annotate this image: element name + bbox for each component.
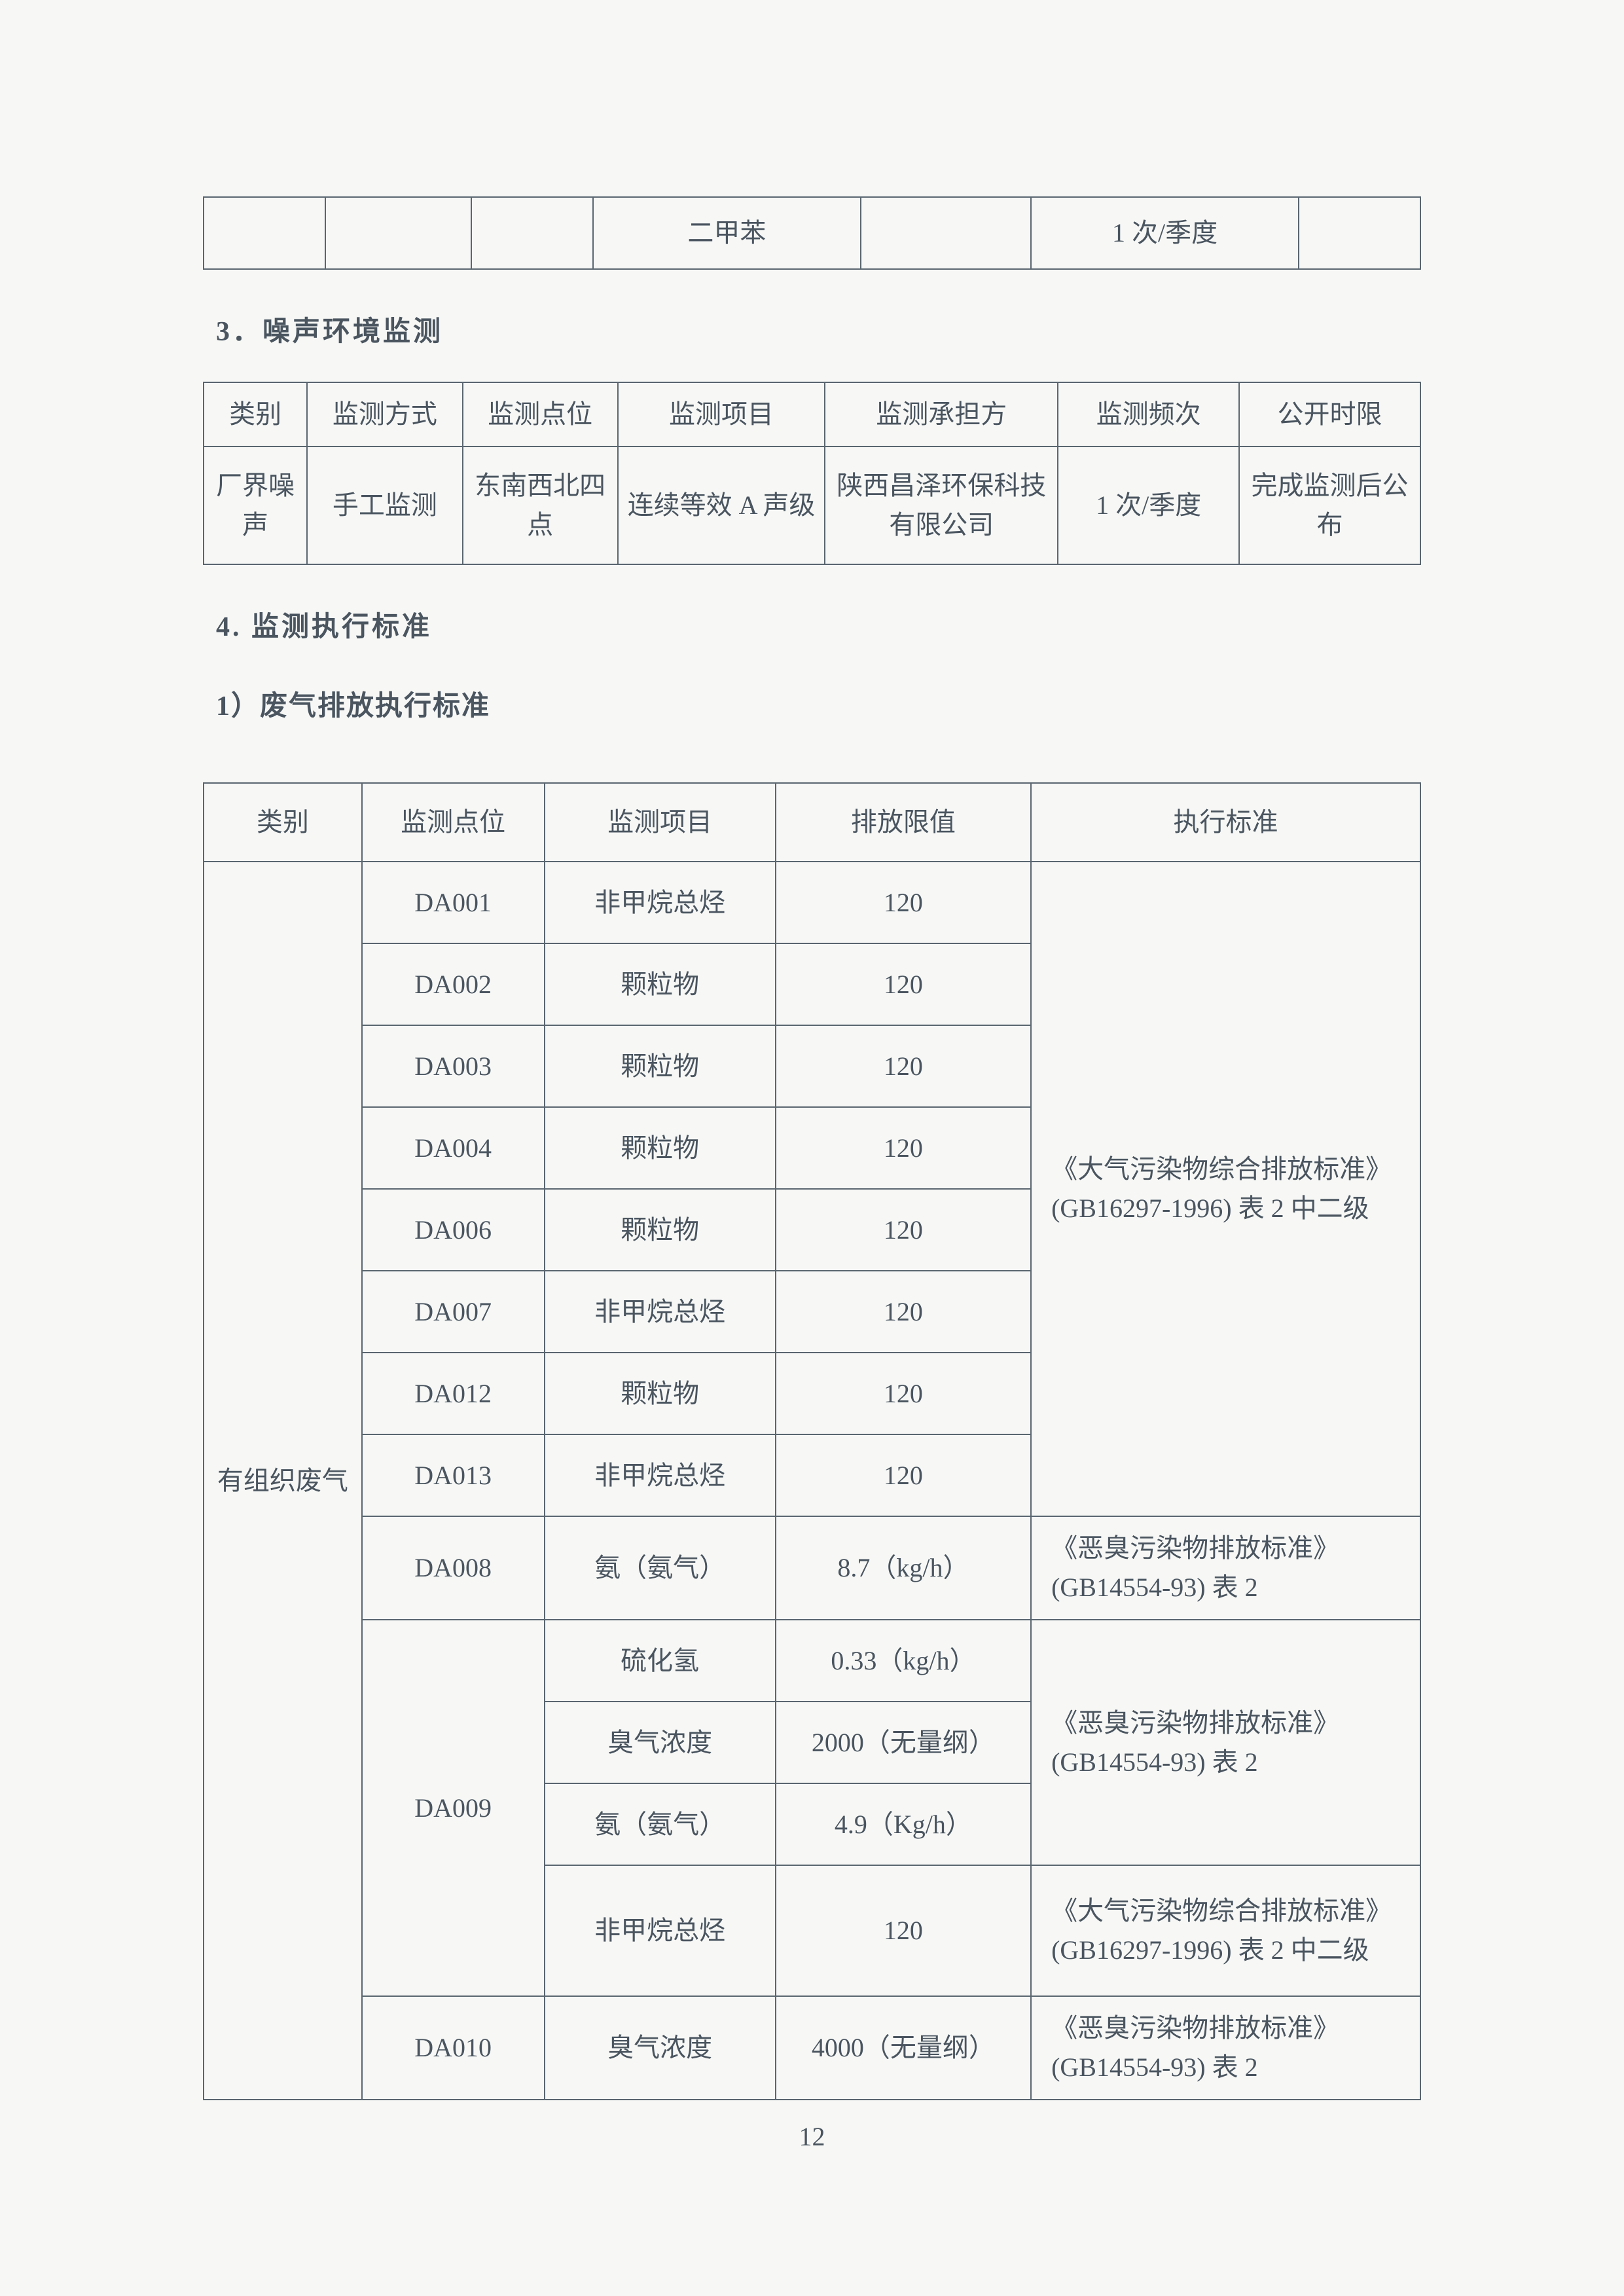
emission-table: 类别 监测点位 监测项目 排放限值 执行标准 有组织废气 DA001 非甲烷总烃… [203,782,1421,2100]
cell-empty [1299,197,1420,269]
cell-limit: 120 [776,943,1031,1025]
cell-item: 颗粒物 [545,943,776,1025]
cell-limit: 4.9（Kg/h） [776,1783,1031,1865]
cell-standard: 《大气污染物综合排放标准》(GB16297-1996) 表 2 中二级 [1031,862,1420,1516]
cell-point: DA001 [362,862,545,943]
cell-limit: 2000（无量纲） [776,1702,1031,1783]
table-row: 厂界噪声 手工监测 东南西北四点 连续等效 A 声级 陕西昌泽环保科技有限公司 … [204,446,1420,564]
table-header-row: 类别 监测方式 监测点位 监测项目 监测承担方 监测频次 公开时限 [204,382,1420,446]
cell-item: 连续等效 A 声级 [618,446,825,564]
cell-category: 厂界噪声 [204,446,307,564]
section4-sub1: 1）废气排放执行标准 [216,683,1421,723]
top-partial-table: 二甲苯 1 次/季度 [203,196,1421,270]
cell-limit: 4000（无量纲） [776,1996,1031,2100]
cell-limit: 0.33（kg/h） [776,1620,1031,1702]
col-disclosure: 公开时限 [1239,382,1420,446]
cell-item: 氨（氨气） [545,1783,776,1865]
cell-point: DA010 [362,1996,545,2100]
cell-point: 东南西北四点 [463,446,618,564]
cell-standard: 《恶臭污染物排放标准》(GB14554-93) 表 2 [1031,1996,1420,2100]
cell-method: 手工监测 [307,446,462,564]
cell-limit: 120 [776,1025,1031,1107]
cell-point: DA004 [362,1107,545,1189]
table-row: 有组织废气 DA001 非甲烷总烃 120 《大气污染物综合排放标准》(GB16… [204,862,1420,943]
table-row: 二甲苯 1 次/季度 [204,197,1420,269]
cell-item: 非甲烷总烃 [545,1865,776,1996]
cell-item: 颗粒物 [545,1353,776,1434]
cell-empty [325,197,471,269]
col-limit: 排放限值 [776,783,1031,862]
cell-point: DA003 [362,1025,545,1107]
cell-limit: 120 [776,1353,1031,1434]
cell-point: DA008 [362,1516,545,1620]
cell-item: 非甲烷总烃 [545,1271,776,1353]
cell-empty [471,197,593,269]
col-entity: 监测承担方 [825,382,1058,446]
cell-point: DA013 [362,1434,545,1516]
cell-item: 颗粒物 [545,1025,776,1107]
cell-freq: 1 次/季度 [1058,446,1239,564]
cell-freq: 1 次/季度 [1031,197,1299,269]
col-category: 类别 [204,783,362,862]
noise-table: 类别 监测方式 监测点位 监测项目 监测承担方 监测频次 公开时限 厂界噪声 手… [203,382,1421,565]
cell-limit: 120 [776,862,1031,943]
cell-standard: 《恶臭污染物排放标准》(GB14554-93) 表 2 [1031,1516,1420,1620]
cell-item: 颗粒物 [545,1107,776,1189]
cell-limit: 120 [776,1865,1031,1996]
col-point: 监测点位 [463,382,618,446]
section3-heading: 3．噪声环境监测 [216,309,1421,349]
col-point: 监测点位 [362,783,545,862]
cell-point: DA006 [362,1189,545,1271]
cell-empty [204,197,325,269]
table-row: DA010 臭气浓度 4000（无量纲） 《恶臭污染物排放标准》(GB14554… [204,1996,1420,2100]
cell-limit: 120 [776,1434,1031,1516]
cell-item: 非甲烷总烃 [545,862,776,943]
table-row: DA009 硫化氢 0.33（kg/h） 《恶臭污染物排放标准》(GB14554… [204,1620,1420,1702]
cell-item: 硫化氢 [545,1620,776,1702]
cell-item: 颗粒物 [545,1189,776,1271]
section4-heading: 4. 监测执行标准 [216,604,1421,644]
col-category: 类别 [204,382,307,446]
cell-item: 非甲烷总烃 [545,1434,776,1516]
cell-standard: 《恶臭污染物排放标准》(GB14554-93) 表 2 [1031,1620,1420,1865]
cell-limit: 120 [776,1189,1031,1271]
page-content: 二甲苯 1 次/季度 3．噪声环境监测 类别 监测方式 监测点位 监测项目 监测… [203,196,1421,2100]
cell-point: DA002 [362,943,545,1025]
cell-limit: 120 [776,1107,1031,1189]
table-header-row: 类别 监测点位 监测项目 排放限值 执行标准 [204,783,1420,862]
cell-item: 臭气浓度 [545,1996,776,2100]
cell-item: 臭气浓度 [545,1702,776,1783]
cell-entity: 陕西昌泽环保科技有限公司 [825,446,1058,564]
cell-point: DA009 [362,1620,545,1996]
cell-empty [861,197,1031,269]
cell-limit: 120 [776,1271,1031,1353]
page-number: 12 [0,2121,1624,2152]
cell-category: 有组织废气 [204,862,362,2100]
cell-limit: 8.7（kg/h） [776,1516,1031,1620]
table-row: DA008 氨（氨气） 8.7（kg/h） 《恶臭污染物排放标准》(GB1455… [204,1516,1420,1620]
cell-item: 氨（氨气） [545,1516,776,1620]
col-item: 监测项目 [545,783,776,862]
cell-item: 二甲苯 [593,197,861,269]
col-method: 监测方式 [307,382,462,446]
cell-disclosure: 完成监测后公布 [1239,446,1420,564]
col-standard: 执行标准 [1031,783,1420,862]
col-item: 监测项目 [618,382,825,446]
col-freq: 监测频次 [1058,382,1239,446]
cell-point: DA012 [362,1353,545,1434]
cell-point: DA007 [362,1271,545,1353]
cell-standard: 《大气污染物综合排放标准》(GB16297-1996) 表 2 中二级 [1031,1865,1420,1996]
